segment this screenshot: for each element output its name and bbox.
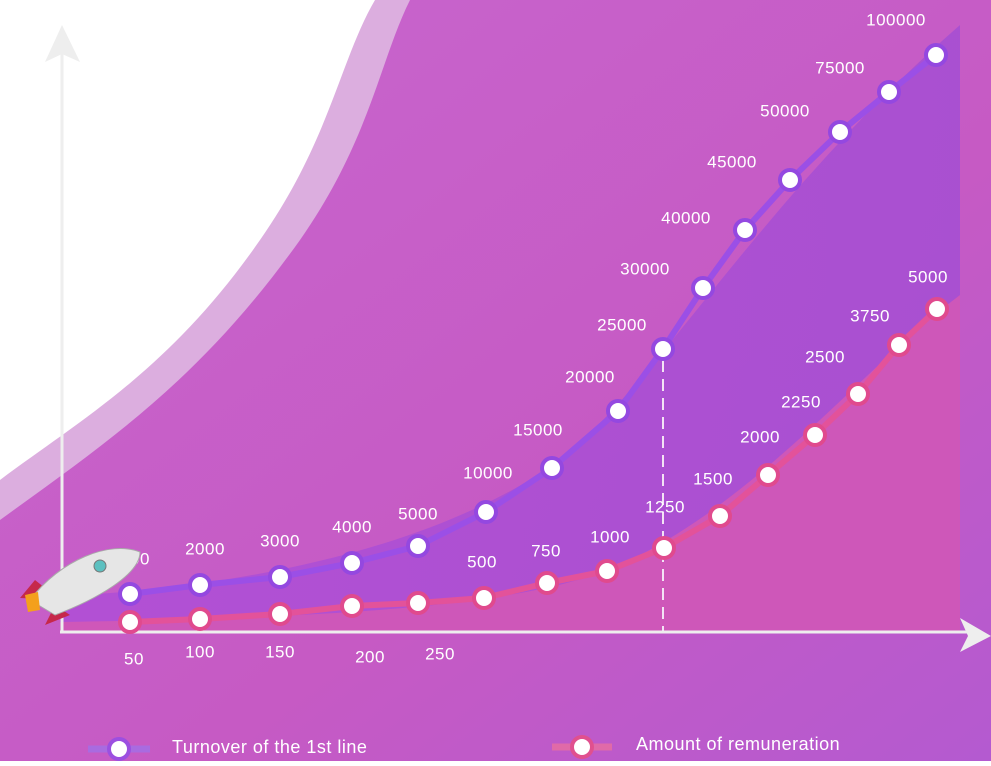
value-label: 1500 [693,469,733,488]
point [535,571,559,595]
value-label: 3750 [850,306,890,325]
value-label: 2000 [740,427,780,446]
point [340,551,364,575]
point [188,573,212,597]
point [691,276,715,300]
point [924,43,948,67]
legend: Turnover of the 1st line Amount of remun… [88,734,840,761]
points: 1000 2000 3000 4000 5000 10000 15000 20000 25000… [110,10,949,668]
value-label: 25000 [597,315,647,334]
value-label: 100000 [866,10,926,29]
point [828,120,852,144]
value-label: 2000 [185,539,225,558]
value-label: 2250 [781,392,821,411]
point [406,534,430,558]
point [118,582,142,606]
point [652,536,676,560]
point [651,337,675,361]
point [540,456,564,480]
point [268,565,292,589]
value-label: 1000 [590,527,630,546]
point [595,559,619,583]
point [756,463,780,487]
value-label: 4000 [332,517,372,536]
point [925,297,949,321]
point [406,591,430,615]
value-label: 10000 [463,463,513,482]
point [887,333,911,357]
rocket [20,548,141,625]
legend-label: Amount of remuneration [636,734,840,754]
remuneration-area [60,295,960,632]
legend-label: Turnover of the 1st line [172,737,367,757]
value-label: 2500 [805,347,845,366]
point [733,218,757,242]
point [846,382,870,406]
y-arrow [45,25,80,62]
value-label: 5000 [908,267,948,286]
point [474,500,498,524]
point [803,423,827,447]
point [268,602,292,626]
point [472,586,496,610]
value-label: 50000 [760,101,810,120]
point [118,610,142,634]
point [778,168,802,192]
point [606,399,630,423]
value-label: 5000 [398,504,438,523]
value-label: 100 [185,642,215,661]
value-label: 20000 [565,367,615,386]
value-label: 30000 [620,259,670,278]
value-label: 500 [467,552,497,571]
x-arrow [960,618,991,652]
value-label: 45000 [707,152,757,171]
value-label: 1250 [645,497,685,516]
value-label: 40000 [661,208,711,227]
turnover-area [60,25,960,632]
point [188,607,212,631]
point [708,504,732,528]
value-label: 50 [124,649,144,668]
value-label: 200 [355,647,385,666]
point [340,594,364,618]
value-label: 250 [425,644,455,663]
value-label: 75000 [815,58,865,77]
value-label: 750 [531,541,561,560]
point [877,80,901,104]
value-label: 150 [265,642,295,661]
value-label: 15000 [513,420,563,439]
value-label: 3000 [260,531,300,550]
white-area [0,0,375,480]
